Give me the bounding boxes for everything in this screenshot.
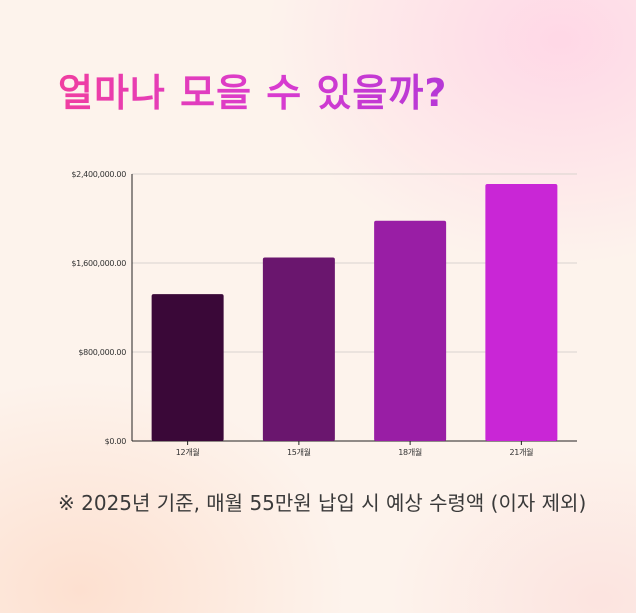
footnote: ※ 2025년 기준, 매월 55만원 납입 시 예상 수령액 (이자 제외)	[58, 491, 587, 515]
y-tick-label: $2,400,000.00	[71, 170, 126, 179]
bar-2	[262, 257, 335, 441]
x-tick-label: 18개월	[398, 447, 422, 457]
y-tick-label: $1,600,000.00	[71, 259, 126, 268]
y-tick-label: $0.00	[105, 437, 127, 446]
x-tick-label: 12개월	[176, 447, 200, 457]
bar-1	[151, 294, 224, 441]
y-tick-label: $800,000.00	[78, 348, 126, 357]
page-title: 얼마나 모을 수 있을까?	[58, 62, 447, 117]
bar-3	[374, 220, 447, 441]
x-tick-label: 21개월	[510, 447, 534, 457]
x-tick-label: 15개월	[287, 447, 311, 457]
bar-4	[485, 184, 558, 441]
